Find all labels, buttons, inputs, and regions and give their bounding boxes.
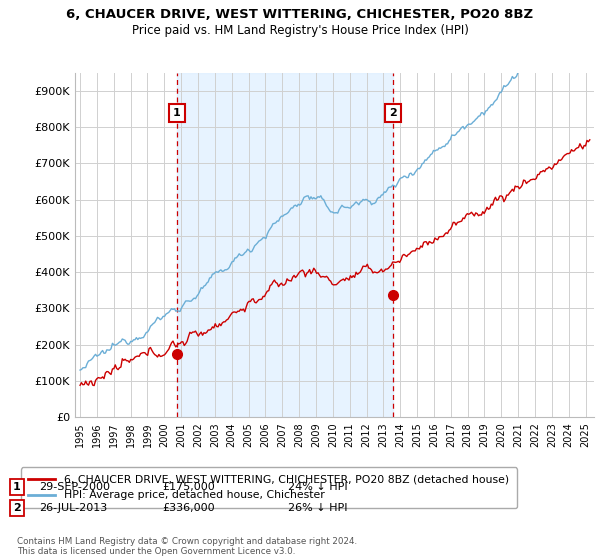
Text: Contains HM Land Registry data © Crown copyright and database right 2024.
This d: Contains HM Land Registry data © Crown c… bbox=[17, 536, 357, 556]
Text: 26-JUL-2013: 26-JUL-2013 bbox=[39, 503, 107, 513]
Text: 1: 1 bbox=[13, 482, 20, 492]
Text: 1: 1 bbox=[173, 108, 181, 118]
Text: 26% ↓ HPI: 26% ↓ HPI bbox=[288, 503, 347, 513]
Text: 2: 2 bbox=[389, 108, 397, 118]
Text: £175,000: £175,000 bbox=[162, 482, 215, 492]
Text: Price paid vs. HM Land Registry's House Price Index (HPI): Price paid vs. HM Land Registry's House … bbox=[131, 24, 469, 37]
Bar bbox=[177, 73, 393, 417]
Legend: 6, CHAUCER DRIVE, WEST WITTERING, CHICHESTER, PO20 8BZ (detached house), HPI: Av: 6, CHAUCER DRIVE, WEST WITTERING, CHICHE… bbox=[21, 468, 517, 508]
Text: 29-SEP-2000: 29-SEP-2000 bbox=[39, 482, 110, 492]
Text: 2: 2 bbox=[13, 503, 20, 513]
Text: 6, CHAUCER DRIVE, WEST WITTERING, CHICHESTER, PO20 8BZ: 6, CHAUCER DRIVE, WEST WITTERING, CHICHE… bbox=[67, 8, 533, 21]
Text: 24% ↓ HPI: 24% ↓ HPI bbox=[288, 482, 347, 492]
Text: £336,000: £336,000 bbox=[162, 503, 215, 513]
